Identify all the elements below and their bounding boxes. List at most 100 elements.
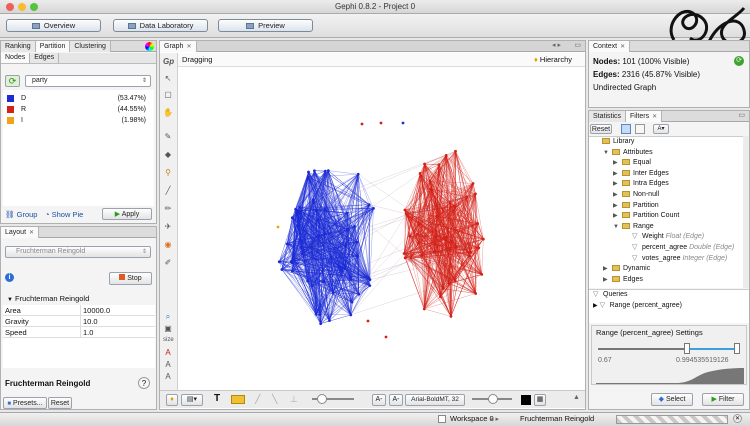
- edge-color-icon[interactable]: ╱: [255, 394, 261, 404]
- graph-node[interactable]: [353, 224, 356, 228]
- property-value[interactable]: 1.0: [80, 327, 154, 338]
- range-slider-track[interactable]: [598, 348, 736, 350]
- group-link[interactable]: ⛓ Group: [5, 210, 37, 219]
- graph-node[interactable]: [403, 208, 407, 212]
- filter-button[interactable]: ▶ Filter: [702, 393, 744, 406]
- graph-node[interactable]: [437, 163, 441, 166]
- graph-node[interactable]: [345, 211, 349, 215]
- graph-node[interactable]: [454, 149, 457, 153]
- legend-row[interactable]: D (53.47%): [5, 94, 148, 103]
- graph-node[interactable]: [476, 222, 479, 225]
- graph-node[interactable]: [296, 224, 299, 227]
- expand-icon[interactable]: ▶: [613, 202, 618, 209]
- query-item[interactable]: ▶ ▽ Range (percent_agree): [593, 302, 682, 309]
- graph-node[interactable]: [449, 314, 453, 318]
- graph-node[interactable]: [448, 201, 452, 205]
- graph-node[interactable]: [329, 255, 333, 259]
- graph-node[interactable]: [314, 208, 318, 212]
- graph-node[interactable]: [277, 260, 281, 264]
- expand-icon[interactable]: ▶: [613, 213, 618, 220]
- graph-node[interactable]: [445, 235, 449, 239]
- graph-node[interactable]: [441, 287, 445, 291]
- graph-node[interactable]: [480, 272, 484, 276]
- drag-tool-icon[interactable]: ✋: [163, 108, 173, 117]
- graph-node[interactable]: [439, 295, 442, 299]
- stop-button[interactable]: Stop: [109, 272, 152, 285]
- graph-node[interactable]: [409, 256, 413, 260]
- graph-node[interactable]: [415, 232, 419, 236]
- library-scrollbar[interactable]: [743, 136, 749, 288]
- edge-scale-slider-thumb[interactable]: [317, 394, 327, 404]
- graph-node[interactable]: [444, 153, 448, 157]
- heatmap-icon[interactable]: ◉: [164, 240, 172, 249]
- font-selector[interactable]: Arial-BoldMT, 32: [405, 394, 465, 406]
- text-icon[interactable]: A: [165, 372, 171, 381]
- shortest-path-icon[interactable]: ✈: [164, 222, 172, 231]
- graph-node[interactable]: [367, 203, 371, 207]
- close-tab-icon[interactable]: ✕: [652, 114, 658, 120]
- graph-node[interactable]: [432, 250, 436, 254]
- property-row[interactable]: Speed 1.0: [3, 327, 155, 338]
- expand-icon[interactable]: ▶: [613, 192, 618, 198]
- library-tree-item[interactable]: ▽ percent_agree Double (Edge): [623, 243, 734, 253]
- library-tree-item[interactable]: ▶ Partition Count: [613, 211, 679, 221]
- edit-node-icon[interactable]: ✐: [164, 258, 172, 267]
- graph-node[interactable]: [316, 234, 320, 237]
- graph-node[interactable]: [349, 313, 353, 317]
- edge-pencil-icon[interactable]: ✏: [164, 204, 172, 213]
- graph-node[interactable]: [403, 256, 407, 260]
- legend-row[interactable]: R (44.55%): [5, 105, 148, 114]
- graph-node[interactable]: [428, 179, 432, 183]
- graph-node[interactable]: [356, 172, 360, 176]
- graph-node[interactable]: [280, 268, 284, 271]
- graph-node[interactable]: [310, 284, 314, 288]
- graph-node[interactable]: [379, 121, 383, 125]
- zoom-fit-icon[interactable]: ⌕: [165, 312, 171, 321]
- filters-reset-button[interactable]: Reset: [590, 124, 612, 134]
- label-size-slider-thumb[interactable]: [488, 394, 498, 404]
- graph-node[interactable]: [285, 242, 289, 246]
- label-color-swatch[interactable]: [521, 395, 531, 405]
- graph-node[interactable]: [322, 280, 326, 284]
- graph-node[interactable]: [448, 248, 452, 252]
- graph-node[interactable]: [450, 240, 453, 243]
- graph-node[interactable]: [290, 216, 294, 220]
- pointer-tool-icon[interactable]: ↖: [164, 74, 172, 83]
- range-slider-upper-thumb[interactable]: [734, 343, 740, 354]
- property-value[interactable]: 10000.0: [80, 305, 154, 316]
- graph-node[interactable]: [291, 255, 295, 259]
- apply-button[interactable]: ▶ Apply: [102, 208, 152, 220]
- graph-node[interactable]: [306, 279, 310, 283]
- library-tree-item[interactable]: ▶ Edges: [603, 275, 643, 285]
- show-pie-link[interactable]: ◔ Show Pie: [45, 210, 83, 219]
- subtab-nodes[interactable]: Nodes: [1, 53, 31, 63]
- graph-node[interactable]: [372, 206, 375, 210]
- edge-thickness-icon[interactable]: ⊥: [290, 394, 298, 404]
- tab-clustering[interactable]: Clustering: [70, 41, 111, 52]
- property-row[interactable]: Gravity 10.0: [3, 316, 155, 327]
- expand-icon[interactable]: ▶: [613, 170, 618, 177]
- close-tab-icon[interactable]: ✕: [620, 44, 626, 50]
- graph-node[interactable]: [314, 312, 318, 316]
- graph-node[interactable]: [300, 252, 304, 256]
- close-tab-icon[interactable]: ✕: [186, 44, 192, 50]
- graph-node[interactable]: [471, 182, 475, 185]
- graph-node[interactable]: [290, 261, 294, 265]
- tab-scroll-icon[interactable]: ◂ ▸: [552, 42, 561, 49]
- filter-sort-icon[interactable]: A▾: [653, 124, 669, 134]
- filter-export-icon[interactable]: [635, 124, 645, 134]
- graph-node[interactable]: [434, 234, 438, 238]
- graph-node[interactable]: [465, 195, 469, 199]
- graph-node[interactable]: [323, 169, 327, 173]
- graph-node[interactable]: [290, 269, 294, 273]
- maximize-icon[interactable]: ▭: [574, 42, 581, 49]
- library-tree-item[interactable]: ▶ Intra Edges: [613, 179, 669, 189]
- preview-button[interactable]: Preview: [218, 19, 313, 32]
- graph-node[interactable]: [454, 245, 458, 249]
- hierarchy-toggle[interactable]: ♦ Hierarchy: [534, 55, 572, 64]
- graph-node[interactable]: [298, 205, 302, 209]
- workspace-switch-icon[interactable]: ◂ ▸: [490, 416, 499, 423]
- subtab-edges[interactable]: Edges: [30, 53, 60, 63]
- expand-icon[interactable]: ▶: [603, 266, 608, 273]
- graph-node[interactable]: [307, 175, 310, 179]
